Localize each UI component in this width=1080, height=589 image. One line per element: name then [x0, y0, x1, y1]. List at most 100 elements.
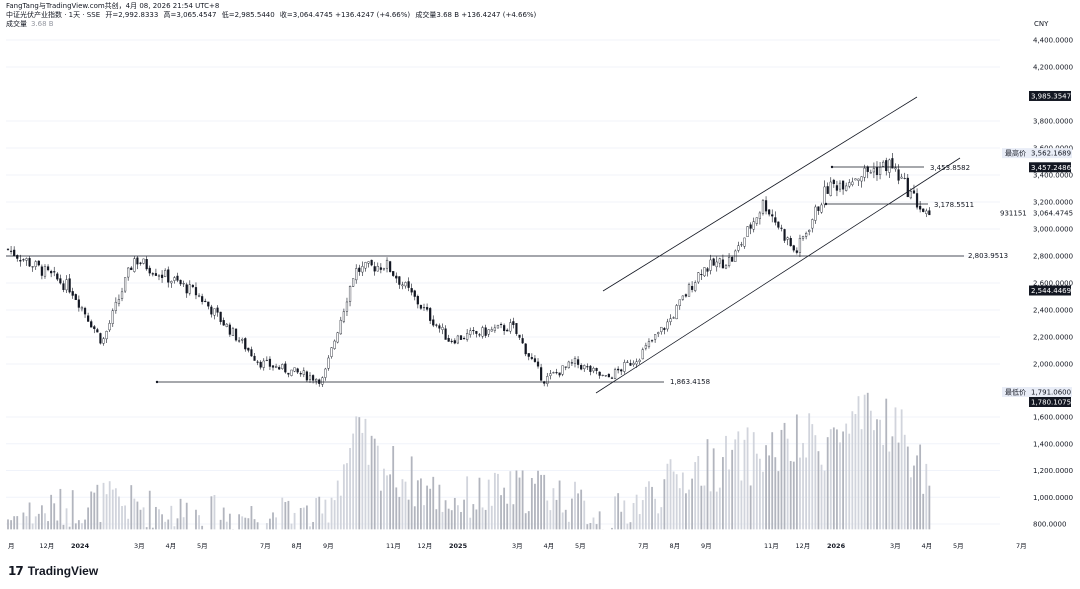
- level-label-1863: 1,863.4158: [670, 378, 710, 386]
- candle-body: [287, 372, 290, 375]
- volume-legend[interactable]: 成交量 3.68 B: [6, 20, 539, 29]
- volume-bar: [238, 514, 241, 530]
- candle-body: [906, 177, 909, 198]
- candle-body: [925, 210, 928, 214]
- candle-body: [345, 301, 349, 312]
- volume-bar: [250, 506, 253, 530]
- volume-bar: [549, 510, 552, 530]
- volume-bar: [124, 505, 126, 530]
- volume-bar: [253, 519, 256, 530]
- volume-bar: [416, 480, 419, 530]
- volume-bar: [118, 496, 120, 530]
- volume-bar: [161, 514, 163, 530]
- volume-bar: [832, 427, 835, 530]
- volume-bar: [102, 482, 105, 530]
- currency-label[interactable]: CNY: [1034, 20, 1049, 28]
- volume-bar: [703, 485, 706, 530]
- candle-body: [278, 367, 281, 370]
- volume-bar: [170, 505, 173, 530]
- candle-body: [395, 275, 398, 279]
- candle-body: [425, 307, 429, 310]
- volume-bar: [342, 464, 345, 530]
- x-axis[interactable]: 月 12月 2024 3月 4月 5月 7月 8月 9月 11月 12月 2025 3月 4月 5月 7月 8月…: [8, 542, 1027, 550]
- tradingview-logo[interactable]: 17 TradingView: [8, 564, 98, 578]
- volume-bar: [691, 478, 693, 530]
- volume-bar: [903, 434, 906, 530]
- y-axis[interactable]: 4,400.00004,200.00003,800.00003,600.0000…: [1033, 37, 1073, 529]
- candle-body: [370, 259, 373, 266]
- candle-body: [241, 339, 244, 341]
- candle-body: [296, 368, 299, 373]
- candle-body: [120, 291, 124, 299]
- volume-bar: [795, 414, 798, 530]
- x-tick-label: 4月: [922, 542, 933, 550]
- volume-bar: [577, 493, 579, 530]
- volume-bar: [651, 486, 653, 530]
- volume-bar: [469, 517, 472, 530]
- candle-body: [527, 353, 530, 357]
- candle-body: [43, 266, 47, 277]
- candle-body: [684, 294, 688, 297]
- candle-body: [586, 366, 589, 368]
- attribution-text: FangTang与TradingView.com共创，4月 08, 2026 2…: [6, 2, 220, 10]
- y-tick-label: 2,600.0000: [1033, 280, 1073, 288]
- candle-body: [157, 275, 161, 277]
- candle-body: [604, 375, 607, 377]
- candle-body: [50, 270, 53, 274]
- volume-bar: [450, 510, 453, 530]
- volume-bar: [771, 432, 774, 530]
- candle-body: [216, 307, 219, 313]
- volume-bar: [509, 471, 512, 530]
- candle-body: [567, 361, 570, 369]
- candle-body: [210, 306, 213, 315]
- volume-bar: [74, 523, 77, 530]
- volume-bar: [617, 493, 620, 530]
- candle-body: [389, 261, 392, 272]
- channel-upper-line[interactable]: [602, 96, 918, 292]
- candle-body: [490, 329, 493, 332]
- channel-lower-line[interactable]: [595, 157, 961, 394]
- volume-bar: [648, 481, 650, 530]
- volume-bar: [133, 498, 136, 530]
- volume-bar: [820, 464, 823, 530]
- level-anchor-1863[interactable]: [155, 380, 159, 384]
- volume-label: 成交量: [6, 20, 27, 28]
- volume-bar: [370, 435, 373, 530]
- y-tick-label: 3,200.0000: [1033, 199, 1073, 207]
- high-value: 高=3,065.4547: [163, 11, 217, 19]
- candle-body: [185, 284, 188, 294]
- candle-body: [9, 250, 13, 252]
- volume-bar: [700, 485, 703, 530]
- candle-body: [194, 287, 198, 296]
- volume-bar: [201, 525, 204, 530]
- volume-bar: [802, 442, 804, 530]
- volume-bar: [595, 524, 598, 530]
- y-tick-label: 2,200.0000: [1033, 334, 1073, 342]
- candle-body: [259, 361, 262, 368]
- symbol-label[interactable]: 中证光伏产业指数 · 1天 · SSE: [6, 11, 101, 19]
- volume-bar: [728, 469, 730, 530]
- candle-body: [524, 343, 527, 355]
- volume-bar: [614, 496, 616, 530]
- candle-body: [28, 258, 31, 267]
- volume-bar: [922, 493, 925, 530]
- volume-bar: [571, 498, 573, 530]
- volume-bar: [293, 512, 296, 530]
- candle-body: [34, 261, 37, 267]
- candle-body: [620, 369, 623, 372]
- candle-body: [872, 168, 876, 173]
- candle-body: [19, 260, 22, 262]
- volume-bar: [783, 422, 786, 530]
- x-tick-label: 11月: [764, 542, 779, 550]
- level-anchor-3178[interactable]: [824, 202, 828, 206]
- candle-body: [530, 357, 533, 359]
- drawings[interactable]: 2,803.9513 1,863.4158 3,453.8582 3,178.5…: [6, 96, 1008, 394]
- volume-bar: [694, 462, 697, 530]
- level-anchor-3453[interactable]: [830, 165, 834, 169]
- candle-body: [256, 361, 259, 363]
- volume-bar: [361, 432, 364, 530]
- candle-body: [912, 190, 916, 194]
- candle-body: [832, 179, 835, 185]
- candle-body: [706, 268, 709, 272]
